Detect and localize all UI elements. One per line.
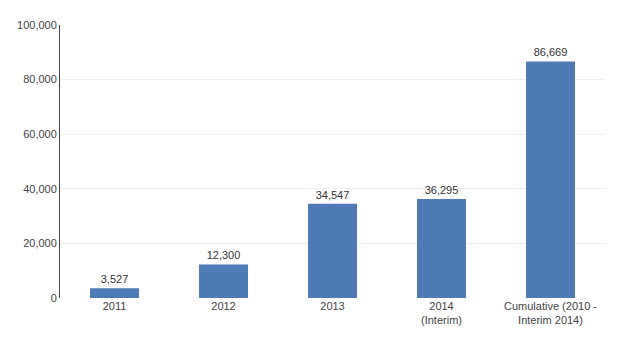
svg-text:12,300: 12,300: [207, 249, 241, 261]
svg-text:36,295: 36,295: [425, 184, 459, 196]
svg-text:100,000: 100,000: [17, 19, 57, 31]
svg-text:80,000: 80,000: [23, 73, 57, 85]
svg-text:2013: 2013: [320, 300, 344, 312]
svg-text:Cumulative (2010 -Interim 2014: Cumulative (2010 -Interim 2014): [504, 300, 597, 326]
svg-text:86,669: 86,669: [534, 46, 568, 58]
svg-text:3,527: 3,527: [101, 273, 129, 285]
svg-text:2011: 2011: [103, 300, 127, 312]
svg-text:34,547: 34,547: [316, 189, 350, 201]
svg-text:60,000: 60,000: [23, 128, 57, 140]
svg-text:2014(Interim): 2014(Interim): [421, 300, 462, 326]
svg-text:0: 0: [51, 292, 57, 304]
svg-text:40,000: 40,000: [23, 183, 57, 195]
svg-text:20,000: 20,000: [23, 237, 57, 249]
svg-text:2012: 2012: [211, 300, 235, 312]
